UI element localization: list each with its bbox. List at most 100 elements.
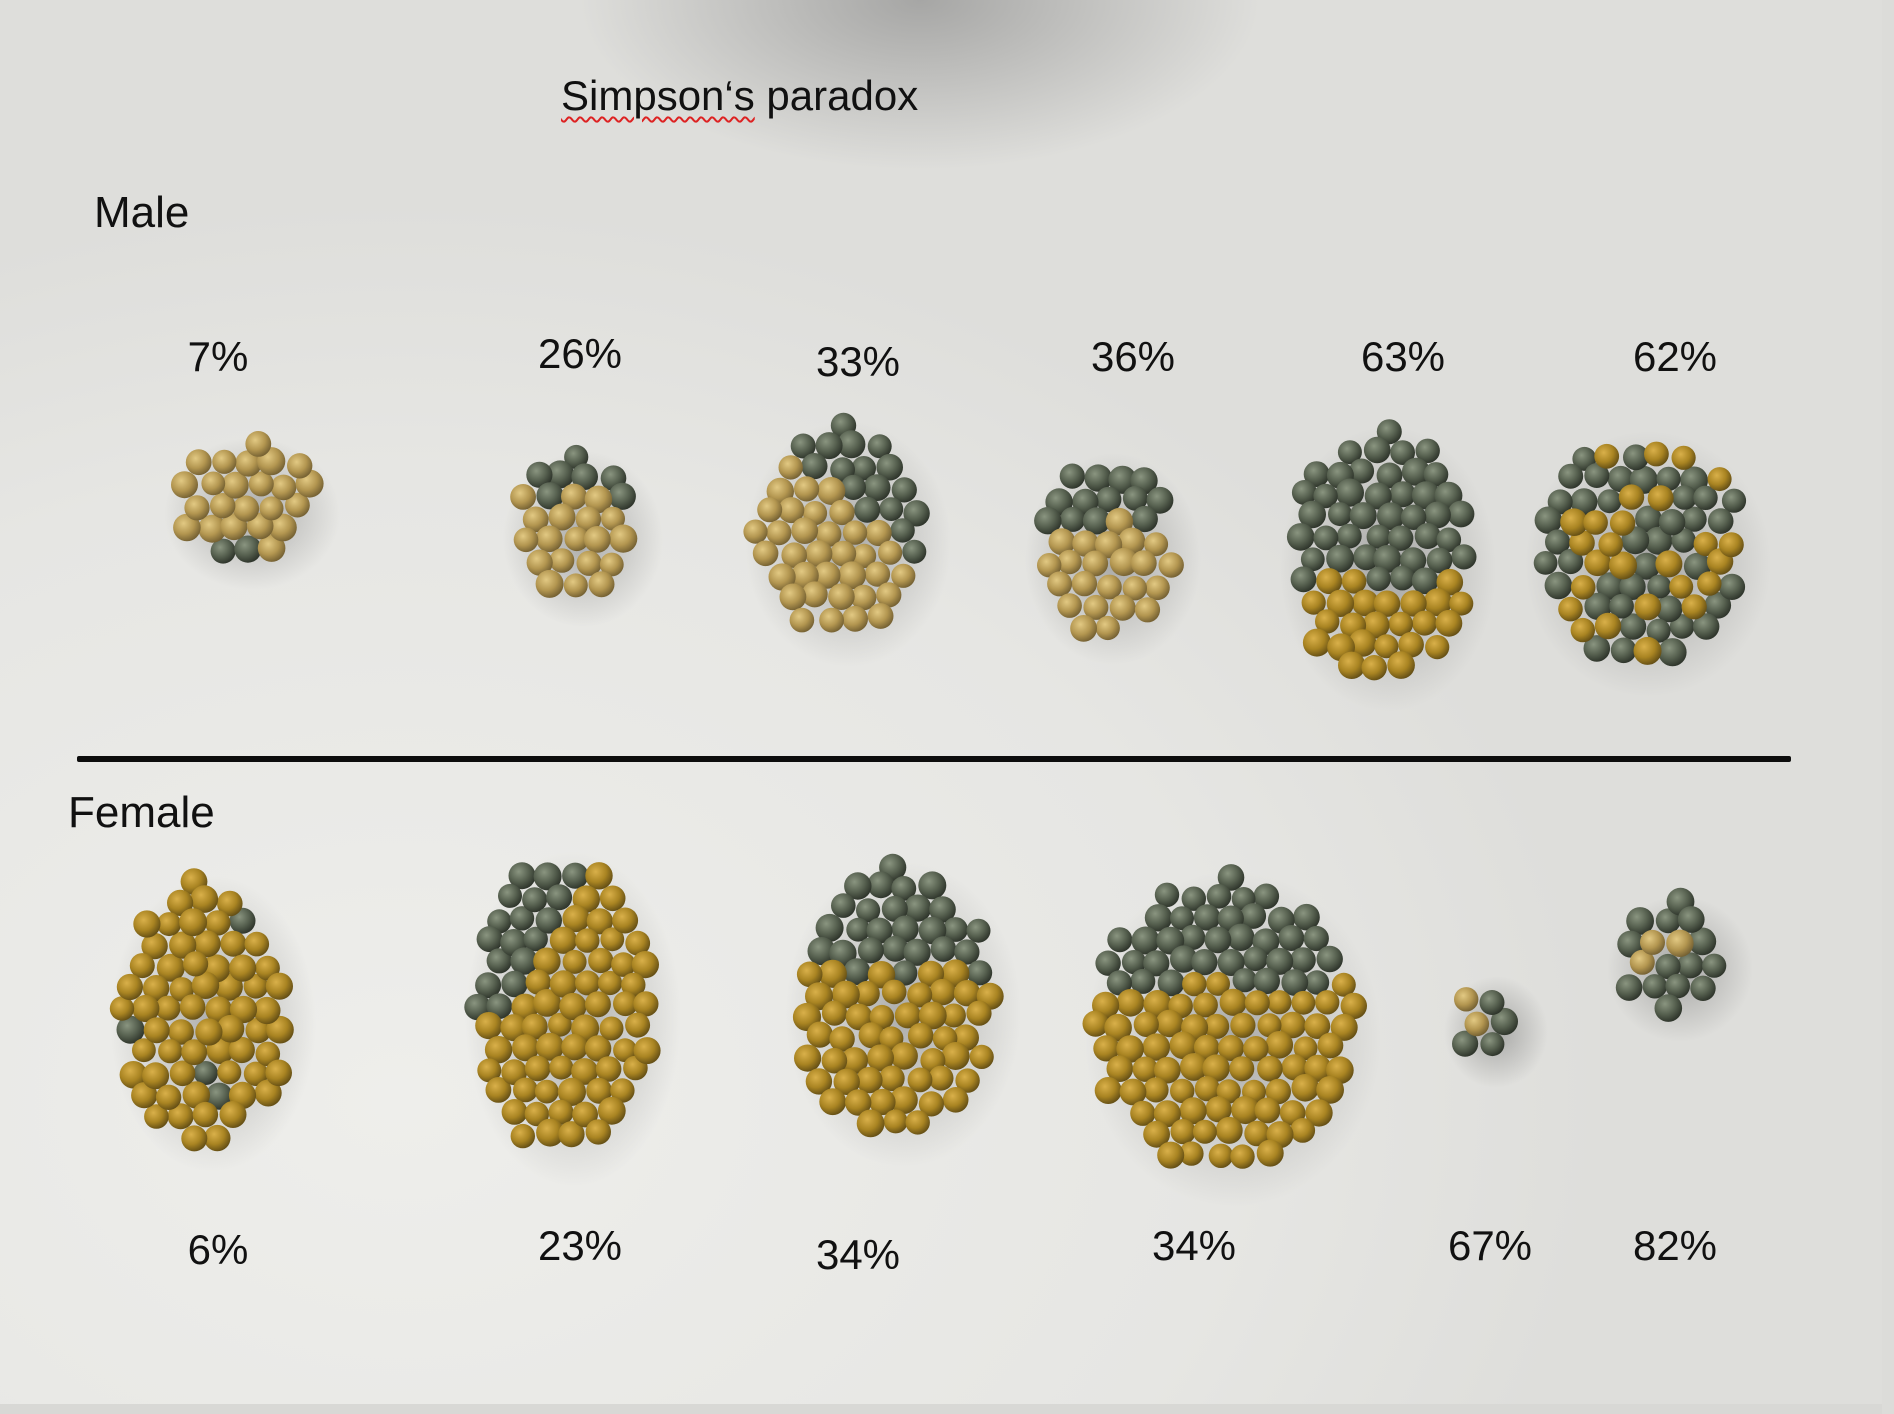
- yellow-pea: [245, 1017, 272, 1044]
- yellow-pea: [1361, 655, 1387, 681]
- yellow-pea: [1208, 1143, 1234, 1169]
- yellow-pea: [1215, 1116, 1243, 1144]
- yellow-pea: [1158, 552, 1184, 578]
- yellow-pea: [184, 495, 210, 521]
- yellow-pea: [1104, 1013, 1132, 1042]
- yellow-pea: [1257, 1055, 1283, 1082]
- green-pea: [1157, 969, 1185, 997]
- green-pea: [1415, 438, 1440, 463]
- yellow-pea: [575, 928, 600, 953]
- green-pea: [1121, 950, 1147, 975]
- green-pea: [1107, 927, 1133, 953]
- green-pea: [879, 497, 904, 521]
- green-pea: [533, 862, 562, 891]
- green-pea: [1646, 618, 1671, 643]
- yellow-pea: [182, 1081, 210, 1109]
- yellow-pea: [1374, 634, 1399, 659]
- yellow-pea: [1142, 1033, 1171, 1061]
- green-pea: [498, 883, 522, 908]
- yellow-pea: [796, 961, 823, 988]
- green-pea: [564, 444, 589, 470]
- yellow-pea: [869, 1088, 896, 1116]
- yellow-pea: [1133, 1011, 1159, 1037]
- green-pea: [1204, 926, 1232, 954]
- yellow-pea: [558, 1121, 585, 1148]
- green-pea: [1718, 573, 1746, 601]
- yellow-pea: [1594, 443, 1620, 469]
- green-pea: [1243, 946, 1268, 972]
- green-pea: [210, 538, 236, 564]
- yellow-pea: [1202, 1054, 1230, 1082]
- yellow-pea: [228, 1036, 255, 1064]
- green-pea: [1328, 502, 1352, 527]
- male-percentage-3: 33%: [815, 338, 901, 385]
- yellow-pea: [1244, 990, 1270, 1016]
- yellow-pea: [576, 550, 602, 576]
- yellow-pea: [842, 605, 868, 632]
- green-pea: [1227, 923, 1255, 951]
- yellow-pea: [1304, 1013, 1331, 1039]
- yellow-pea: [1644, 441, 1669, 467]
- yellow-pea: [1243, 1036, 1269, 1062]
- yellow-pea: [1130, 1100, 1156, 1126]
- green-pea: [1389, 481, 1416, 508]
- green-pea: [1665, 973, 1690, 999]
- green-pea: [1266, 947, 1294, 975]
- yellow-pea: [195, 1018, 223, 1046]
- yellow-pea: [143, 1017, 170, 1044]
- green-pea: [535, 907, 562, 934]
- yellow-pea: [1230, 1012, 1256, 1038]
- yellow-pea: [1144, 532, 1169, 557]
- yellow-pea: [191, 971, 220, 999]
- green-pea: [966, 918, 991, 943]
- yellow-pea: [1206, 971, 1230, 996]
- yellow-pea: [1609, 551, 1637, 580]
- green-pea: [486, 993, 513, 1019]
- green-pea: [1181, 886, 1207, 911]
- green-pea: [1240, 903, 1267, 929]
- yellow-pea: [1569, 530, 1595, 556]
- yellow-pea: [1157, 1141, 1185, 1169]
- yellow-pea: [1681, 594, 1707, 620]
- yellow-pea: [533, 989, 561, 1017]
- yellow-pea: [779, 583, 807, 611]
- yellow-pea: [548, 1099, 574, 1125]
- green-pea: [1303, 461, 1330, 487]
- yellow-pea: [562, 904, 590, 933]
- green-pea: [1544, 571, 1573, 600]
- green-pea: [1286, 523, 1315, 551]
- yellow-pea: [583, 526, 611, 553]
- male-cluster-1: [164, 431, 340, 590]
- green-pea: [857, 937, 884, 964]
- green-pea: [1108, 465, 1137, 494]
- yellow-pea: [216, 1014, 245, 1043]
- yellow-pea: [1265, 1031, 1294, 1059]
- green-pea: [1313, 483, 1338, 509]
- yellow-pea: [575, 970, 600, 996]
- yellow-pea: [526, 549, 553, 576]
- yellow-pea: [141, 932, 168, 960]
- green-pea: [890, 518, 915, 543]
- yellow-pea: [1326, 589, 1355, 617]
- yellow-pea: [1082, 1010, 1109, 1037]
- green-pea: [1390, 565, 1415, 591]
- yellow-pea: [1106, 1055, 1134, 1082]
- yellow-pea: [842, 520, 868, 545]
- green-pea: [1655, 908, 1681, 934]
- yellow-pea: [1305, 1099, 1333, 1127]
- yellow-pea: [955, 1068, 980, 1093]
- yellow-pea: [584, 991, 611, 1018]
- yellow-pea: [794, 476, 820, 502]
- yellow-pea: [1570, 575, 1596, 600]
- green-pea: [1426, 547, 1453, 574]
- yellow-pea: [1352, 589, 1379, 617]
- yellow-pea: [621, 972, 646, 998]
- green-pea: [1326, 544, 1354, 573]
- yellow-pea: [169, 931, 197, 959]
- yellow-pea: [818, 959, 847, 988]
- yellow-pea: [1387, 651, 1415, 679]
- green-pea: [116, 1015, 145, 1044]
- yellow-pea: [1558, 596, 1583, 622]
- green-pea: [867, 434, 892, 459]
